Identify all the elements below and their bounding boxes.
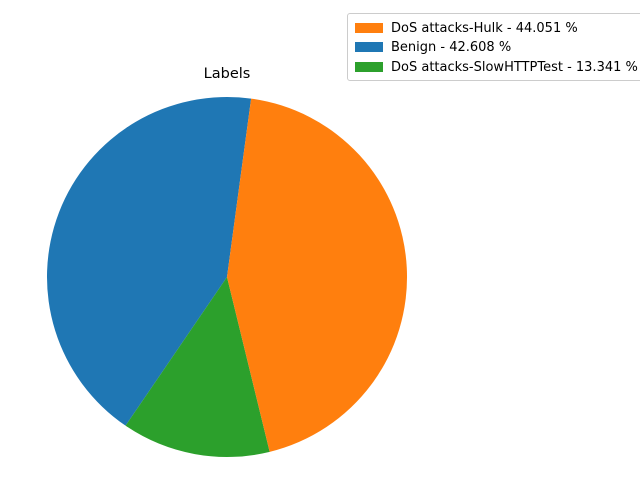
legend-label-benign: Benign - 42.608 % [391,39,512,55]
legend-entry-slowhttptest: DoS attacks-SlowHTTPTest - 13.341 % [355,59,638,75]
legend-entry-benign: Benign - 42.608 % [355,39,511,55]
legend-swatch-hulk [355,23,383,33]
pie-slice-benign [46,96,252,426]
chart-title: Labels [203,66,251,82]
legend-label-hulk: DoS attacks-Hulk - 44.051 % [391,20,578,36]
legend-swatch-slowhttptest [355,62,383,72]
pie-slice-dos-attacks-hulk [227,98,408,452]
legend: DoS attacks-Hulk - 44.051 % Benign - 42.… [347,13,640,81]
legend-swatch-benign [355,42,383,52]
legend-label-slowhttptest: DoS attacks-SlowHTTPTest - 13.341 % [391,59,638,75]
legend-entry-hulk: DoS attacks-Hulk - 44.051 % [355,20,578,36]
pie-slice-dos-attacks-slowhttptest [125,277,270,458]
